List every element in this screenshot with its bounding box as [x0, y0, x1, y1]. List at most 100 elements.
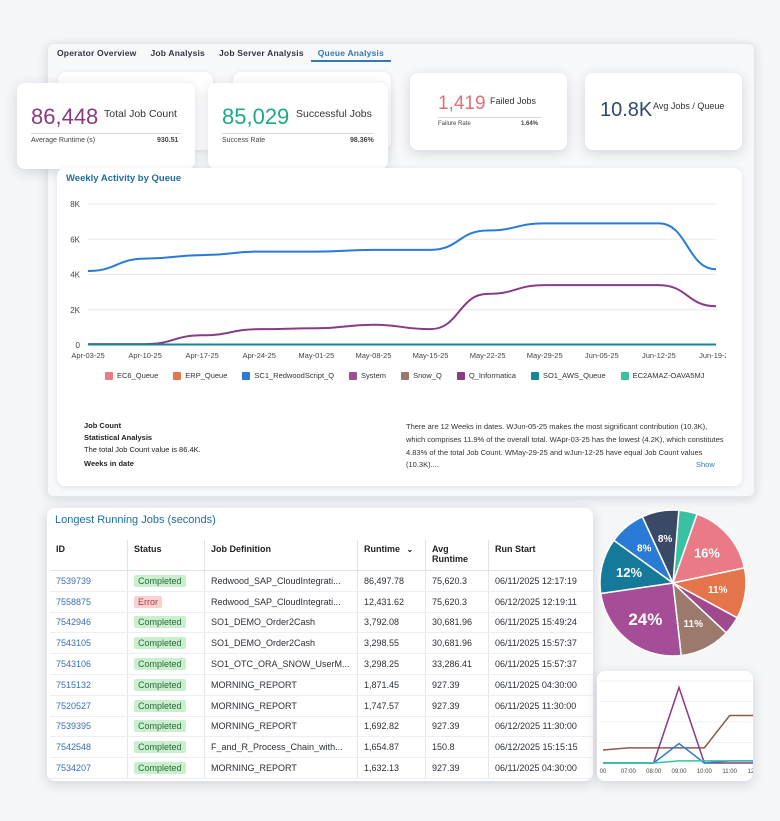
job-id[interactable]: 7543106 — [56, 659, 92, 670]
col-header-run-start[interactable]: Run Start — [488, 540, 593, 571]
legend-label: System — [361, 371, 387, 380]
kpi-card-total: 86,448 Total Job Count Average Runtime (… — [17, 83, 195, 169]
status-cell: Completed — [127, 570, 205, 592]
run-start-cell: 06/12/2025 11:30:00 — [488, 716, 593, 738]
table-row[interactable]: 7539739 Completed Redwood_SAP_CloudIntegra… — [50, 570, 593, 592]
sort-chevron-icon[interactable]: ⌄ — [406, 545, 414, 554]
job-id[interactable]: 7520527 — [56, 700, 92, 711]
job-id-link[interactable]: 7534207 — [50, 757, 128, 779]
avg-runtime-cell: 927.39 — [425, 674, 489, 696]
job-id-link[interactable]: 7542548 — [50, 736, 128, 759]
job-id-link[interactable]: 7543106 — [50, 653, 128, 675]
x-tick-label: May-22-25 — [470, 351, 506, 360]
job-id-link[interactable]: 7539395 — [50, 716, 128, 738]
legend-item[interactable]: EC6_Queue — [105, 371, 158, 380]
table-row[interactable]: 7558875 Error Redwood_SAP_CloudIntegrati..… — [50, 591, 593, 613]
legend-item[interactable]: Q_Informatica — [456, 371, 516, 380]
table-row[interactable]: 7520527 Completed MORNING_REPORT 1,747.57 92… — [50, 695, 593, 717]
job-id[interactable]: 7542548 — [56, 742, 92, 753]
run-start-cell: 06/11/2025 04:30:00 — [488, 757, 593, 779]
status-cell: Error — [127, 591, 205, 613]
x-tick-label: May-29-25 — [527, 351, 563, 360]
job-id-link[interactable]: 7539739 — [50, 570, 128, 592]
status-badge: Completed — [134, 616, 186, 629]
status-cell: Completed — [127, 757, 205, 779]
legend-item[interactable]: Snow_Q — [401, 371, 442, 380]
job-id[interactable]: 7543105 — [56, 638, 92, 649]
legend-item[interactable]: EC2AMAZ-OAVA5MJ — [620, 371, 704, 380]
x-tick-label: May-08-25 — [356, 351, 392, 360]
job-definition-cell: SO1_DEMO_Order2Cash — [204, 632, 358, 655]
table-row[interactable]: 7542946 Completed SO1_DEMO_Order2Cash 3,792… — [50, 612, 593, 634]
job-id-link[interactable]: 7520527 — [50, 695, 128, 717]
job-id-link[interactable]: 7558875 — [50, 591, 128, 613]
tab-queue-analysis[interactable]: Queue Analysis — [310, 46, 392, 62]
job-id[interactable]: 7539395 — [56, 721, 92, 732]
avg-runtime-cell: 927.39 — [425, 716, 489, 738]
legend-swatch — [173, 371, 182, 380]
runtime-cell: 3,298.55 — [357, 632, 426, 655]
col-header-status[interactable]: Status — [127, 540, 205, 571]
col-header-id[interactable]: ID — [50, 540, 128, 571]
table-row[interactable]: 7542548 Completed F_and_R_Process_Chain_wi… — [50, 736, 593, 759]
job-id-link[interactable]: 7543105 — [50, 632, 128, 655]
chart-legend: EC6_Queue ERP_Queue SC1_RedwoodScript_Q … — [105, 371, 704, 380]
divider — [438, 117, 542, 118]
job-id[interactable]: 7539739 — [56, 575, 92, 586]
status-cell: Completed — [127, 653, 205, 675]
pie-label: 11% — [708, 585, 728, 596]
series-line — [87, 222, 717, 272]
series-line — [603, 742, 753, 764]
job-id-link[interactable]: 7515132 — [50, 674, 128, 696]
show-more-link[interactable]: Show — [696, 460, 715, 469]
divider — [222, 133, 374, 134]
tab-operator-overview[interactable]: Operator Overview — [57, 48, 137, 58]
table-row[interactable]: 7539395 Completed MORNING_REPORT 1,692.82 92… — [50, 716, 593, 738]
tab-job-analysis[interactable]: Job Analysis — [150, 48, 205, 58]
status-badge: Completed — [134, 574, 186, 587]
hourly-mini-chart: 00 07:00 08:00 09:00 10:00 11:00 12:00 — [599, 680, 753, 775]
job-definition-cell: MORNING_REPORT — [204, 716, 358, 738]
table-row[interactable]: 7543106 Completed SO1_OTC_ORA_SNOW_UserM..… — [50, 653, 593, 675]
stats-summary: Job Count Statistical Analysis The total… — [84, 420, 201, 469]
status-badge: Completed — [134, 741, 186, 754]
avg-runtime-label: Average Runtime (s) — [31, 137, 96, 144]
stats-subheading: Statistical Analysis — [84, 432, 153, 442]
tab-job-server-analysis[interactable]: Job Server Analysis — [219, 48, 304, 58]
table-row[interactable]: 7515132 Completed MORNING_REPORT 1,871.45 92… — [50, 674, 593, 696]
x-tick-label: 12:00 — [747, 769, 753, 775]
job-definition-cell: F_and_R_Process_Chain_with... — [204, 736, 358, 759]
table-row[interactable]: 7543105 Completed SO1_DEMO_Order2Cash 3,298… — [50, 632, 593, 655]
runtime-cell: 1,871.45 — [357, 674, 426, 696]
status-cell: Completed — [127, 674, 205, 696]
job-id[interactable]: 7558875 — [56, 596, 92, 607]
status-cell: Completed — [127, 632, 205, 655]
legend-swatch — [401, 371, 410, 380]
weekly-chart-title: Weekly Activity by Queue — [66, 173, 182, 184]
col-header-runtime[interactable]: Runtime ⌄ — [357, 540, 426, 571]
job-id[interactable]: 7515132 — [56, 679, 92, 690]
runtime-cell: 3,298.25 — [357, 653, 426, 675]
status-badge: Completed — [134, 762, 186, 775]
col-header-avg-runtime[interactable]: Avg Runtime — [425, 540, 489, 571]
legend-item[interactable]: System — [349, 371, 386, 380]
legend-swatch — [105, 371, 113, 380]
job-id-link[interactable]: 7542946 — [50, 612, 128, 634]
y-tick-label: 4K — [70, 271, 80, 280]
run-start-cell: 06/11/2025 12:17:19 — [488, 570, 593, 592]
job-id[interactable]: 7534207 — [56, 763, 92, 774]
job-id[interactable]: 7542946 — [56, 617, 92, 628]
success-rate-label: Success Rate — [222, 137, 266, 144]
table-row[interactable]: 7534207 Completed MORNING_REPORT 1,632.13 92… — [50, 757, 593, 779]
col-header-job-definition[interactable]: Job Definition — [204, 540, 358, 571]
legend-item[interactable]: SO1_AWS_Queue — [530, 371, 606, 380]
series-line — [88, 284, 717, 346]
legend-item[interactable]: SC1_RedwoodScript_Q — [242, 371, 334, 380]
legend-item[interactable]: ERP_Queue — [173, 371, 227, 380]
x-tick-label: Apr-24-25 — [243, 351, 276, 360]
series-line — [602, 714, 753, 751]
kpi-card-success: 85,029 Successful Jobs Success Rate 98.3… — [208, 83, 388, 169]
kpi-card-avg: 10.8K Avg Jobs / Queue — [585, 73, 742, 150]
x-tick-label: 10:00 — [697, 769, 713, 775]
pie-label: 12% — [616, 565, 642, 580]
